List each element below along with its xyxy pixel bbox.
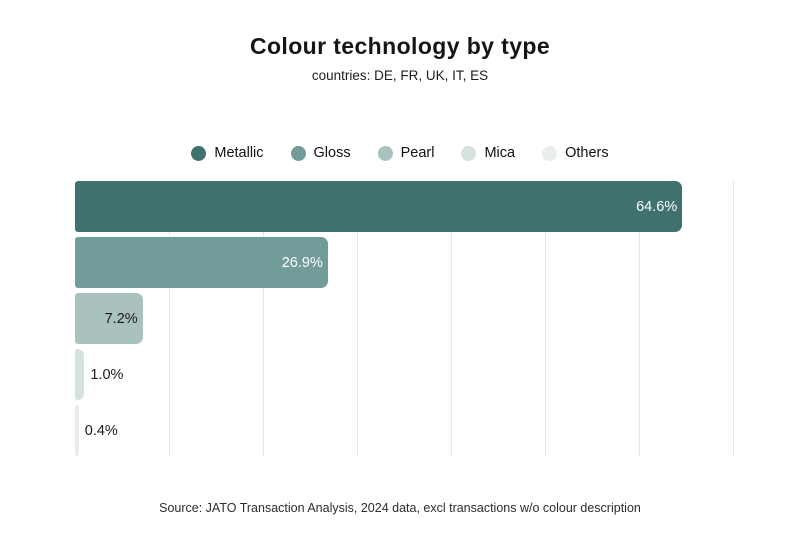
legend: Metallic Gloss Pearl Mica Others [0,145,800,161]
bar-value-label: 0.4% [84,422,118,439]
legend-label: Metallic [214,145,264,161]
legend-swatch-icon [542,145,558,161]
bar-gloss: 26.9% [75,237,328,288]
plot-area: 64.6% 26.9% 7.2% 1.0% 0.4% [75,181,780,456]
bar-pearl: 7.2% [75,293,143,344]
bar-others [75,405,79,456]
gridline [263,181,264,456]
legend-item-pearl: Pearl [377,145,435,161]
bar-row-metallic: 64.6% [75,181,780,232]
bar-mica [75,349,85,400]
legend-swatch-icon [290,145,306,161]
gridline [733,181,734,456]
source-note: Source: JATO Transaction Analysis, 2024 … [159,501,641,515]
bar-value-label: 1.0% [90,366,124,383]
legend-item-mica: Mica [461,145,515,161]
gridline [357,181,358,456]
bar-row-gloss: 26.9% [75,237,780,288]
legend-item-gloss: Gloss [290,145,351,161]
legend-item-others: Others [542,145,609,161]
bar-row-others: 0.4% [75,405,780,456]
legend-swatch-icon [377,145,393,161]
legend-label: Mica [484,145,516,161]
bar-metallic: 64.6% [75,181,683,232]
chart-subtitle: countries: DE, FR, UK, IT, ES [311,68,489,83]
bar-value-label: 7.2% [104,310,138,327]
chart-title: Colour technology by type [249,33,551,59]
legend-label: Others [565,145,609,161]
legend-item-metallic: Metallic [191,145,264,161]
gridline [639,181,640,456]
bar-value-label: 26.9% [281,254,323,271]
bar-row-mica: 1.0% [75,349,780,400]
gridline [451,181,452,456]
legend-label: Gloss [313,145,351,161]
gridline [545,181,546,456]
bar-row-pearl: 7.2% [75,293,780,344]
legend-swatch-icon [191,145,207,161]
legend-label: Pearl [400,145,435,161]
bar-value-label: 64.6% [636,198,678,215]
gridline [169,181,170,456]
legend-swatch-icon [461,145,477,161]
